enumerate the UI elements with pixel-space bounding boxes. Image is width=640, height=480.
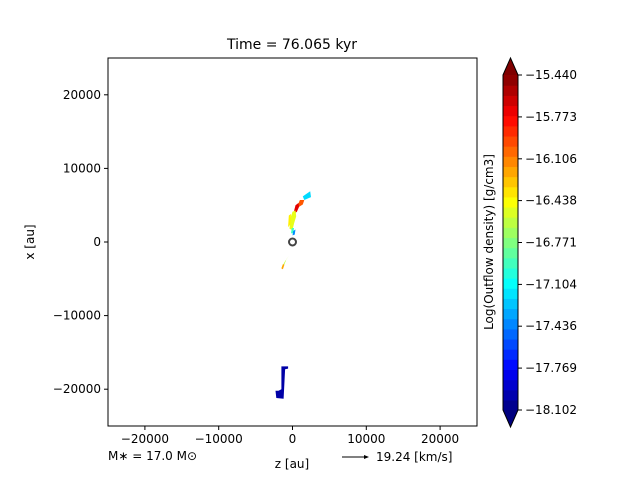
plot-area xyxy=(108,58,477,426)
colorbar-level xyxy=(503,95,518,107)
y-tick-label: −20000 xyxy=(53,382,101,396)
y-axis-label: x [au] xyxy=(23,224,37,259)
colorbar-level xyxy=(503,379,518,391)
y-axis-ticks: −20000 −10000 0 10000 20000 xyxy=(53,88,108,396)
colorbar-extend-min xyxy=(503,410,518,427)
colorbar-tick-label: −16.771 xyxy=(525,236,577,250)
colorbar-tick-label: −17.104 xyxy=(525,277,577,291)
colorbar-level xyxy=(503,338,518,350)
colorbar-level xyxy=(503,308,518,320)
chart-title: Time = 76.065 kyr xyxy=(226,37,357,53)
x-tick-label: 10000 xyxy=(347,432,385,446)
colorbar-level xyxy=(503,369,518,381)
colorbar-level xyxy=(503,278,518,289)
colorbar-level xyxy=(503,389,518,401)
colorbar-level xyxy=(503,186,518,198)
x-tick-label: −20000 xyxy=(121,432,169,446)
star-marker xyxy=(288,237,297,247)
colorbar-tick-label: −17.436 xyxy=(525,319,577,333)
y-tick-label: 10000 xyxy=(63,161,101,175)
x-tick-label: −10000 xyxy=(195,432,243,446)
colorbar-level xyxy=(503,399,518,411)
colorbar-level xyxy=(503,227,518,239)
colorbar-label: Log(Outflow density) [g/cm3] xyxy=(482,154,496,330)
colorbar-level xyxy=(503,125,518,137)
colorbar-level xyxy=(503,135,518,147)
colorbar-level xyxy=(503,146,518,157)
colorbar-level xyxy=(503,75,518,86)
colorbar-level xyxy=(503,176,518,188)
colorbar-level xyxy=(503,217,518,228)
colorbar-extend-max xyxy=(503,58,518,75)
velocity-key: 19.24 [km/s] xyxy=(342,450,452,464)
x-axis-ticks: −20000 −10000 0 10000 20000 xyxy=(121,426,459,446)
colorbar-level xyxy=(503,206,518,218)
colorbar-tick-label: −16.438 xyxy=(525,194,577,208)
colorbar-level xyxy=(503,318,518,330)
colorbar-level xyxy=(503,288,518,299)
velocity-arrow-head xyxy=(364,455,369,459)
colorbar-level xyxy=(503,237,518,249)
colorbar-tick-label: −15.773 xyxy=(525,110,577,124)
x-tick-label: 0 xyxy=(289,432,297,446)
y-tick-label: 0 xyxy=(93,235,101,249)
outflow-contours xyxy=(275,191,311,399)
colorbar-level xyxy=(503,359,518,370)
stellar-mass-label: M∗ = 17.0 M⊙ xyxy=(108,449,197,463)
colorbar-level xyxy=(503,166,518,178)
y-tick-label: −10000 xyxy=(53,309,101,323)
outflow-region-1 xyxy=(297,200,305,207)
colorbar-level xyxy=(503,298,518,310)
colorbar-level xyxy=(503,267,518,279)
x-axis-label: z [au] xyxy=(275,457,309,471)
outflow-region-4 xyxy=(288,214,291,228)
x-tick-label: 20000 xyxy=(421,432,459,446)
outflow-region-9 xyxy=(275,366,289,399)
colorbar-tick-label: −17.769 xyxy=(525,361,577,375)
colorbar-level xyxy=(503,115,518,127)
outflow-region-3 xyxy=(289,210,297,231)
colorbar-level xyxy=(503,247,518,259)
colorbar-tick-label: −16.106 xyxy=(525,152,577,166)
star-layer xyxy=(288,237,297,247)
colorbar-level xyxy=(503,85,518,96)
colorbar-tick-label: −15.440 xyxy=(525,68,577,82)
colorbar-ticks: −18.102 −17.769 −17.436 −17.104 −16.771 −16.4… xyxy=(518,68,577,417)
colorbar-level xyxy=(503,328,518,340)
outflow-region-8 xyxy=(281,264,285,270)
colorbar-level xyxy=(503,196,518,208)
colorbar xyxy=(502,56,519,429)
outflow-region-6 xyxy=(292,229,296,236)
colorbar-level xyxy=(503,156,518,167)
colorbar-tick-label: −18.102 xyxy=(525,403,577,417)
outflow-region-0 xyxy=(302,191,311,200)
colorbar-level xyxy=(503,349,518,360)
velocity-key-label: 19.24 [km/s] xyxy=(376,450,452,464)
colorbar-level xyxy=(503,257,518,269)
colorbar-level xyxy=(503,105,518,117)
y-tick-label: 20000 xyxy=(63,88,101,102)
